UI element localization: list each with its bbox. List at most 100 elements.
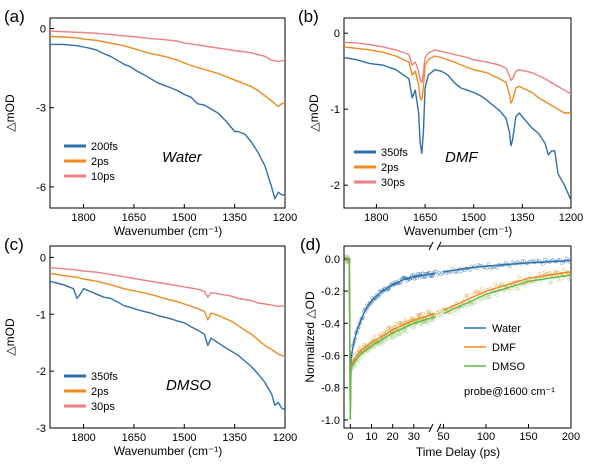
data-point	[568, 276, 572, 280]
legend-label-2ps: 2ps	[91, 386, 109, 398]
x-tick-label: 1200	[273, 432, 297, 444]
data-point	[495, 293, 499, 297]
data-point	[537, 271, 542, 276]
series-line-200fs	[50, 43, 285, 200]
data-point	[440, 309, 445, 313]
data-point	[473, 289, 477, 294]
x-tick-label: 1350	[222, 432, 246, 444]
data-point	[468, 302, 472, 306]
data-point	[466, 303, 470, 307]
y-tick-label: -1	[330, 104, 340, 116]
y-tick-label: 0	[40, 24, 46, 36]
panel-b-ylabel: △mOD	[307, 94, 321, 132]
panel-c-plot: 1800 1650 1500 1350 1200 0 -1 -2 -3	[36, 252, 297, 444]
x-tick-label: 1800	[71, 432, 95, 444]
data-point	[522, 283, 527, 288]
x-tick-label: 1350	[222, 212, 246, 224]
series-line-2ps	[49, 35, 286, 108]
panel-a: (a) Wavenumber (cm⁻¹) △mOD Water 1800 165…	[3, 7, 297, 238]
data-point	[359, 345, 363, 350]
legend-label-2ps: 2ps	[91, 156, 109, 168]
series-line-30ps	[343, 41, 572, 95]
y-tick-label: -0.6	[321, 351, 340, 363]
axis-break-gap	[431, 243, 439, 249]
y-tick-label: 0.0	[325, 254, 340, 266]
panel-b-legend: 350fs 2ps 30ps	[354, 147, 408, 189]
data-point	[385, 336, 390, 341]
x-tick-label: 30	[408, 431, 420, 443]
data-point	[561, 267, 566, 272]
data-point	[486, 295, 491, 299]
panel-b: (b) Wavenumber (cm⁻¹) △mOD DMF 1800 1650 1…	[298, 7, 583, 238]
panel-c-legend: 350fs 2ps 30ps	[64, 371, 118, 413]
series-line-350fs	[343, 56, 572, 201]
data-point	[542, 257, 547, 262]
data-point	[531, 258, 535, 263]
panel-b-label: (b)	[298, 7, 319, 26]
panel-c: (c) Wavenumber (cm⁻¹) △mOD DMSO 1800 1650…	[3, 235, 297, 458]
data-point	[423, 320, 428, 324]
data-point	[493, 282, 498, 286]
data-point	[474, 290, 479, 294]
panel-d: (d) Time Delay (ps) Normalized △OD probe…	[300, 235, 580, 459]
data-point	[534, 258, 538, 262]
panel-a-xlabel: Wavenumber (cm⁻¹)	[114, 224, 223, 238]
data-point	[358, 352, 362, 357]
y-tick-label: -6	[36, 182, 46, 194]
y-tick-label: 0	[334, 28, 340, 40]
legend-label-200fs: 200fs	[91, 141, 118, 153]
x-tick-label: 1800	[71, 212, 95, 224]
data-point	[439, 312, 443, 316]
series-line-10ps	[49, 30, 286, 63]
data-point	[488, 295, 493, 299]
data-point	[459, 269, 464, 273]
data-point	[503, 260, 508, 265]
x-tick-label: 1500	[172, 212, 196, 224]
x-tick-label: 1650	[122, 212, 146, 224]
data-point	[412, 325, 417, 329]
data-point	[393, 322, 398, 326]
data-point	[439, 314, 443, 319]
data-point	[362, 353, 367, 357]
x-tick-label: 1350	[510, 212, 534, 224]
x-tick-label: 1200	[559, 212, 583, 224]
panel-d-plot-area	[343, 245, 572, 429]
series-line-350fs	[49, 280, 286, 411]
data-point	[421, 311, 425, 316]
data-point	[456, 309, 460, 313]
data-point	[469, 302, 474, 306]
data-point	[353, 364, 357, 368]
panel-d-ylabel: Normalized △OD	[303, 291, 317, 383]
panel-a-legend: 200fs 2ps 10ps	[64, 141, 118, 183]
data-point	[483, 296, 487, 300]
data-point	[476, 290, 481, 294]
panel-a-plot: 1800 1650 1500 1350 1200 0 -3 -6	[36, 24, 297, 224]
data-point	[507, 289, 511, 293]
series-line-DMSO	[346, 258, 572, 420]
y-tick-label: -1.0	[321, 415, 340, 427]
axis-break-mark	[428, 241, 434, 251]
data-point	[391, 335, 395, 340]
series-line-30ps	[49, 266, 286, 307]
data-point	[480, 298, 484, 302]
panel-a-label: (a)	[4, 7, 25, 26]
panel-c-solvent-label: DMSO	[166, 377, 211, 394]
data-point	[466, 293, 470, 298]
y-tick-label: -2	[330, 180, 340, 192]
panel-d-legend: Water DMF DMSO	[464, 323, 525, 373]
data-point	[444, 271, 448, 276]
data-point	[394, 334, 399, 338]
data-point	[359, 356, 363, 361]
data-point	[435, 272, 440, 277]
y-tick-label: -0.2	[321, 286, 340, 298]
panel-d-label: (d)	[300, 235, 321, 254]
data-point	[561, 276, 566, 281]
y-tick-label: -2	[36, 366, 46, 378]
panel-a-solvent-label: Water	[162, 149, 203, 166]
x-tick-label: 1500	[461, 212, 485, 224]
data-point	[468, 268, 472, 273]
panel-a-ylabel: △mOD	[3, 94, 17, 132]
data-point	[451, 312, 455, 316]
y-tick-label: -0.4	[321, 318, 340, 330]
data-point	[434, 314, 438, 318]
